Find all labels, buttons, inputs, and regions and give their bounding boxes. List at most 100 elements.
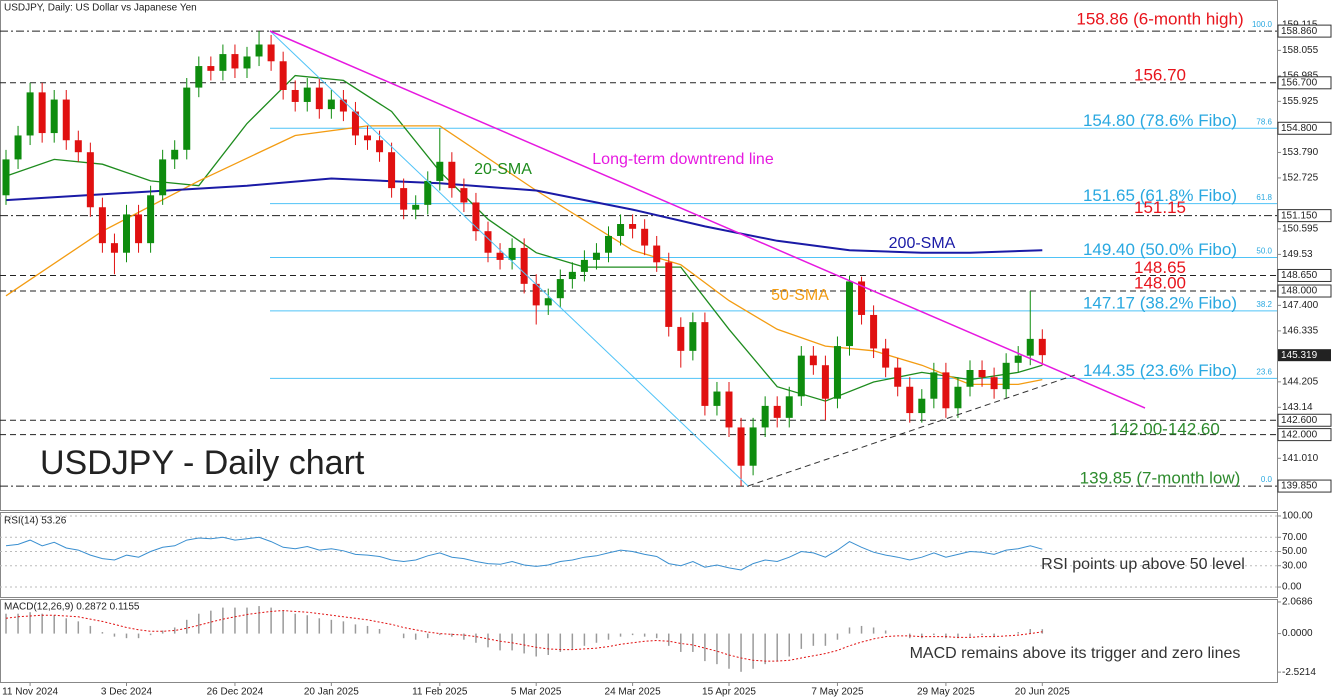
level-label: 151.15 [1134,198,1186,217]
fibo-ratio: 23.6 [1256,367,1272,376]
candle-body [1026,338,1034,356]
axis-level-label: 154.800 [1281,123,1318,134]
axis-level-box [1277,479,1332,493]
candle-body [520,247,528,284]
y-tick-label: 0.0000 [1282,628,1313,639]
candle-body [400,188,408,210]
y-tick-label: 0.00 [1282,582,1302,593]
candle-body [882,348,890,368]
candle-body [773,405,781,418]
candle-body [1002,362,1010,390]
y-tick-label: 152.725 [1282,173,1319,184]
candle-body [484,231,492,253]
candle-body [689,322,697,351]
y-tick-label: 143.14 [1282,402,1313,413]
axis-level-label: 156.700 [1281,77,1318,88]
candle-body [376,140,384,153]
y-tick-label: 141.010 [1282,453,1319,464]
x-tick-label: 5 Mar 2025 [511,687,562,698]
y-tick-label: 156.985 [1282,71,1319,82]
candle-body [14,135,22,160]
candle-body [978,369,986,378]
overlay-label: 20-SMA [474,161,532,178]
candle-body [1038,338,1046,356]
candle-body [291,89,299,102]
last-price-label: 145.319 [1281,350,1318,361]
candle-body [26,92,34,136]
candle-body [556,279,564,299]
header-title: USDJPY, Daily: US Dollar vs Japanese Yen [4,3,197,14]
fibo-guide-line [269,30,749,487]
axis-level-box [1277,209,1332,223]
axis-level-label: 148.650 [1281,270,1318,281]
y-tick-label: 155.925 [1282,96,1319,107]
candle-body [580,259,588,272]
candle-body [86,152,94,208]
y-tick-label: 153.790 [1282,147,1319,158]
overlay-label: 200-SMA [889,235,956,252]
candle-body [388,152,396,189]
candle-body [74,140,82,153]
x-tick-label: 20 Jan 2025 [304,687,359,698]
candle-body [725,391,733,428]
candle-body [98,207,106,244]
rsi-title: RSI(14) 53.26 [4,516,67,527]
candle-body [62,99,70,141]
axis-level-box [1277,268,1332,282]
level-label: 156.70 [1134,65,1186,84]
fibo-ratio: 100.0 [1252,20,1273,29]
axis-level-box [1277,413,1332,427]
candle-body [315,87,323,110]
candle-body [195,66,203,88]
chart-title: USDJPY - Daily chart [40,444,365,482]
plot-layer: 159.115158.055156.985155.925153.790152.7… [0,10,1332,698]
rsi-panel [0,512,1278,598]
moving-average [5,125,1043,386]
candle-body [364,135,371,141]
candle-body [159,159,167,196]
axis-level-label: 151.150 [1281,210,1318,221]
rsi-line [5,536,1043,571]
candle-body [858,281,866,315]
candle-body [207,66,215,71]
level-label: 149.40 (50.0% Fibo) [1083,240,1237,259]
candle-body [38,92,46,134]
candle-body [544,298,552,306]
candle-body [677,326,685,351]
axis-level-label: 139.850 [1281,481,1318,492]
candle-body [749,427,757,466]
y-tick-label: 2.0686 [1282,597,1313,608]
y-tick-label: 149.53 [1282,249,1313,260]
fibo-ratio: 78.6 [1256,117,1272,126]
candle-body [870,314,878,349]
annotation: 142.00-142.60 [1110,419,1220,438]
level-label: 148.65 [1134,258,1186,277]
candle-body [472,202,480,232]
x-tick-label: 29 May 2025 [917,687,975,698]
candle-body [592,252,600,260]
candle-body [821,365,829,399]
axis-level-box [1277,76,1332,90]
downtrend-line [269,30,1146,409]
candle-body [568,271,576,280]
candle-body [448,161,456,189]
y-tick-label: 30.00 [1282,560,1307,571]
candle-body [231,54,239,69]
candle-body [412,204,420,210]
candle-body [267,44,275,62]
y-tick-label: -2.5214 [1282,667,1316,678]
candle-body [966,369,974,387]
x-tick-label: 11 Feb 2025 [412,687,468,698]
level-label: 147.17 (38.2% Fibo) [1083,293,1237,312]
last-price-box [1278,349,1331,362]
candle-body [665,262,673,327]
axis-level-box [1277,121,1332,135]
axis-level-label: 158.860 [1281,26,1318,37]
y-tick-label: 150.595 [1282,224,1319,235]
candle-body [906,386,914,414]
candle-body [255,44,263,57]
macd-annotation: MACD remains above its trigger and zero … [910,645,1241,662]
y-tick-label: 146.335 [1282,326,1319,337]
candle-body [605,235,612,253]
